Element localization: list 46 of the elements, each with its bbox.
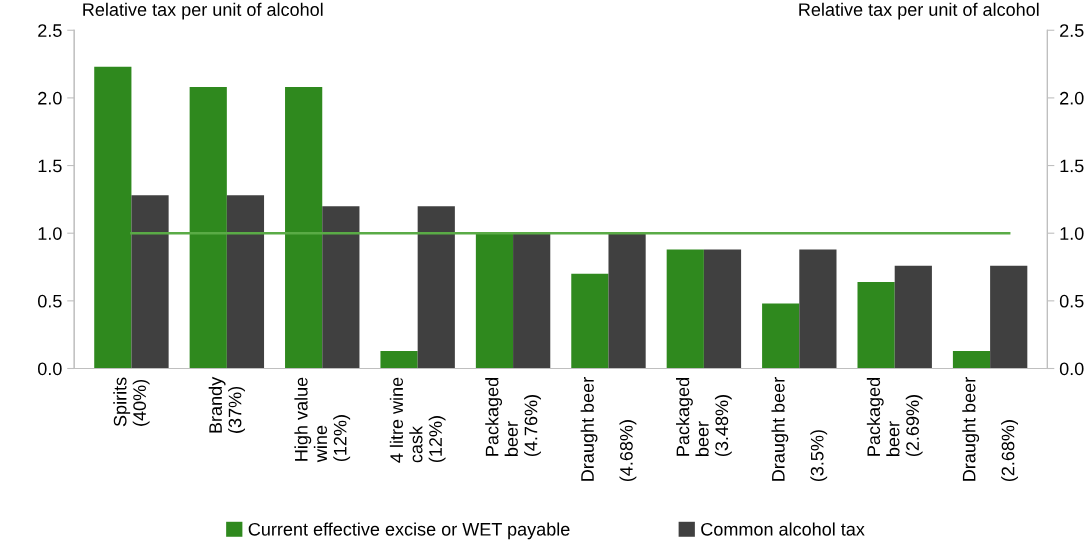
bar [94, 66, 132, 369]
x-tick-label: Spirits (40%) [113, 377, 150, 427]
category-label: Draught beer (4.68%) [580, 377, 637, 482]
x-tick-label: Packaged beer (3.48%) [676, 377, 732, 457]
x-tick-label: Brandy (37%) [208, 376, 245, 433]
x-tick-label: High value wine (12%) [294, 377, 351, 463]
category-label: Draught beer (3.5%) [771, 377, 828, 482]
bar [799, 249, 837, 369]
bar [189, 87, 227, 369]
y2-tick-label: 2.0 [1060, 91, 1084, 105]
category-label: Draught beer (2.68%) [962, 377, 1018, 482]
bar [417, 206, 455, 369]
y2-axis-title: Relative tax per unit of alcohol [799, 2, 1039, 20]
y2-tick-label: 0.5 [1059, 294, 1084, 308]
y-tick-label: 2.5 [38, 24, 62, 37]
y2-tick-label: 1.5 [1060, 159, 1084, 173]
x-tick-label: Packaged beer (2.69%) [866, 377, 923, 457]
bar [666, 249, 704, 369]
bar [513, 233, 551, 369]
x-tick-label: 4 litre wine cask (12%) [389, 377, 446, 463]
bar [322, 206, 360, 369]
bar [608, 233, 646, 369]
y-tick-label: 1.5 [38, 159, 62, 173]
bar [131, 195, 169, 369]
y-tick-label: 0.0 [37, 362, 62, 376]
y-axis-title: Relative tax per unit of alcohol [83, 2, 323, 20]
bar [857, 281, 895, 369]
bar [475, 233, 514, 369]
bar [703, 249, 742, 369]
bar [226, 195, 265, 369]
y-tick-label: 1.0 [38, 227, 62, 240]
bar [990, 265, 1028, 369]
bar [380, 350, 418, 369]
x-tick-label: Packaged beer (4.76%) [485, 377, 541, 457]
legend-label: Current effective excise or WET payable [248, 522, 570, 540]
y2-tick-label: 0.0 [1059, 362, 1084, 376]
y2-tick-label: 1.0 [1060, 227, 1084, 240]
y-tick-label: 0.5 [37, 294, 62, 308]
bar [762, 303, 800, 369]
y-tick-label: 2.0 [38, 91, 62, 105]
bar [571, 273, 609, 369]
legend-label: Common alcohol tax [701, 522, 865, 536]
y2-tick-label: 2.5 [1060, 24, 1084, 37]
bar [894, 265, 932, 369]
bar [952, 350, 991, 369]
bar [285, 87, 323, 369]
